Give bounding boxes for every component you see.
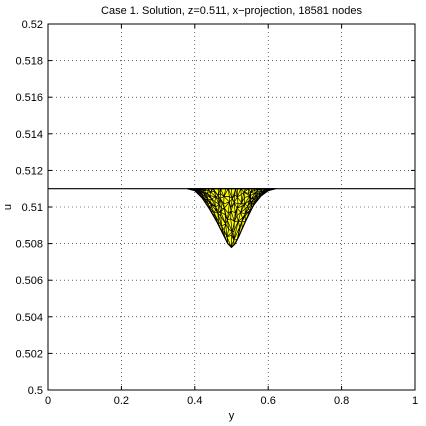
y-tick-label: 0.518 [15, 56, 43, 68]
y-tick-label: 0.52 [22, 19, 43, 31]
y-tick-label: 0.51 [22, 202, 43, 214]
x-tick-label: 0 [45, 395, 51, 407]
x-tick-label: 0.4 [187, 395, 202, 407]
x-tick-label: 0.6 [261, 395, 276, 407]
x-axis-ticks: 0 0.2 0.4 0.6 0.8 1 [45, 24, 418, 407]
x-tick-label: 0.2 [114, 395, 129, 407]
y-tick-label: 0.506 [15, 275, 43, 287]
y-tick-label: 0.5 [28, 385, 43, 397]
y-tick-label: 0.512 [15, 165, 43, 177]
y-axis-label: u [2, 204, 14, 210]
y-tick-label: 0.504 [15, 312, 43, 324]
y-tick-label: 0.514 [15, 129, 43, 141]
chart-title: Case 1. Solution, z=0.511, x−projection,… [101, 5, 362, 17]
y-tick-label: 0.502 [15, 348, 43, 360]
x-axis-label: y [229, 410, 235, 422]
x-tick-label: 0.8 [334, 395, 349, 407]
mesh-series [187, 188, 276, 249]
y-tick-label: 0.516 [15, 92, 43, 104]
x-tick-label: 1 [412, 395, 418, 407]
grid [48, 24, 415, 390]
y-tick-label: 0.508 [15, 239, 43, 251]
y-axis-ticks: 0.5 0.502 0.504 0.506 0.508 0.51 0.512 0.514 0.5… [15, 19, 415, 397]
